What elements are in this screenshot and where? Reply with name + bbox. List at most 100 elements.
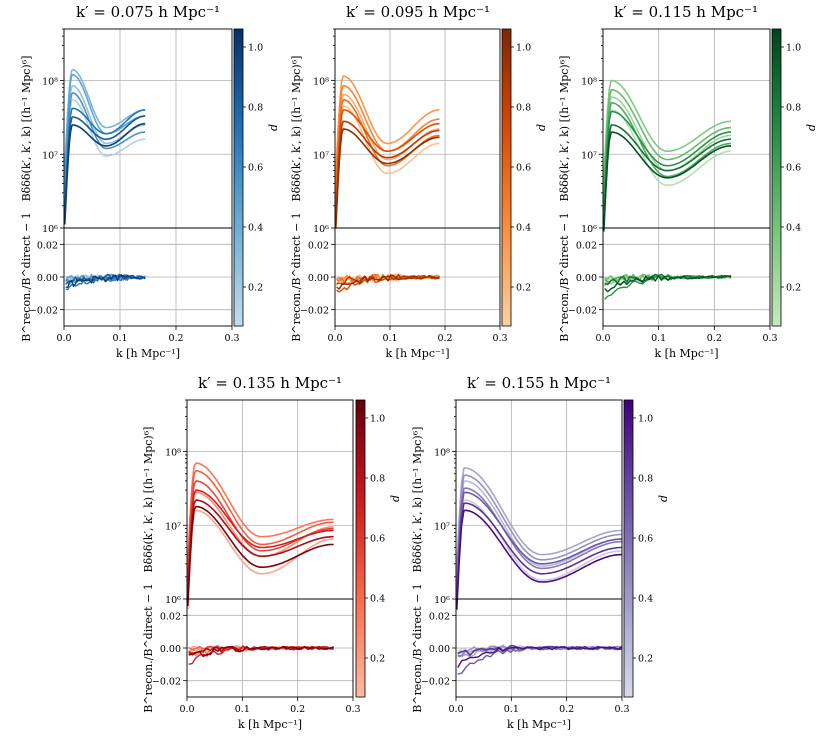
bispectrum-curve <box>603 109 732 210</box>
x-tick-label: 0.3 <box>345 704 360 715</box>
bispectrum-curve <box>64 122 146 225</box>
bispectrum-curve <box>187 499 334 600</box>
bispectrum-curve <box>603 79 732 181</box>
y-axis-label-bottom: B^recon./B^direct − 1 <box>290 212 303 342</box>
x-axis-label: k [h Mpc⁻¹] <box>238 718 302 731</box>
y-tick-label: 0.02 <box>308 240 329 251</box>
y-tick-label: 10⁸ <box>581 77 597 88</box>
colorbar-tick-label: 0.8 <box>516 103 531 114</box>
colorbar-tick-label: 0.6 <box>638 534 653 545</box>
bispectrum-curve <box>603 131 731 232</box>
y-tick-label: 10⁷ <box>581 150 597 161</box>
x-tick-label: 0.0 <box>595 333 610 344</box>
bispectrum-curve <box>456 467 622 568</box>
y-tick-label: 0.00 <box>37 273 58 284</box>
x-tick-label: 0.2 <box>290 704 305 715</box>
y-axis-label-bottom: B^recon./B^direct − 1 <box>20 212 33 342</box>
y-axis-label-top: Bδδδ(k′, k′, k) [(h⁻¹ Mpc)⁶] <box>20 56 33 202</box>
bispectrum-curve <box>603 89 732 190</box>
y-tick-label: 10⁷ <box>313 150 329 161</box>
bispectrum-curve <box>456 499 623 600</box>
y-axis-label-top: Bδδδ(k′, k′, k) [(h⁻¹ Mpc)⁶] <box>290 56 303 202</box>
y-tick-label: 0.02 <box>576 240 597 251</box>
bispectrum-curve <box>456 487 623 588</box>
residual-curve <box>336 274 440 285</box>
bispectrum-curve <box>64 73 146 175</box>
colorbar-tick-label: 0.4 <box>638 594 653 605</box>
bispectrum-curve <box>603 102 732 203</box>
panel-2: k′ = 0.095 h Mpc⁻¹ 0.0 0.1 0.2 0.3 k [h Mpc⁻¹… <box>290 3 548 360</box>
bispectrum-curve <box>64 69 146 170</box>
top-axes-frame <box>602 28 771 229</box>
colorbar-tick-label: 0.6 <box>248 163 263 174</box>
colorbar-tick-label: 0.8 <box>370 474 385 485</box>
colorbar-tick-label: 0.8 <box>638 474 653 485</box>
bispectrum-curve <box>335 120 440 221</box>
colorbar-label: d <box>267 124 280 131</box>
y-tick-label: 0.02 <box>37 240 58 251</box>
colorbar-tick-label: 0.6 <box>786 163 801 174</box>
bispectrum-curve <box>456 509 623 610</box>
colorbar-tick-label: 1.0 <box>248 43 263 54</box>
x-tick-label: 0.0 <box>448 704 463 715</box>
y-tick-label: 0.00 <box>429 644 450 655</box>
bispectrum-curve <box>335 105 440 206</box>
colorbar-label: d <box>389 495 402 502</box>
y-tick-label: −0.02 <box>300 306 329 317</box>
bispectrum-curve <box>456 491 622 592</box>
y-tick-label: 10⁸ <box>165 448 181 459</box>
residual-curve <box>65 274 146 288</box>
colorbar-label: d <box>805 124 818 131</box>
colorbar-tick-label: 0.4 <box>370 594 385 605</box>
y-tick-label: −0.02 <box>152 677 181 688</box>
x-tick-label: 0.2 <box>559 704 574 715</box>
bispectrum-curve <box>187 509 334 610</box>
x-tick-label: 0.1 <box>651 333 666 344</box>
bispectrum-curve <box>335 75 440 176</box>
y-tick-label: 10⁶ <box>313 224 329 235</box>
bispectrum-curve <box>603 124 732 225</box>
colorbar-label: d <box>657 495 670 502</box>
x-tick-label: 0.1 <box>235 704 250 715</box>
y-tick-label: 10⁶ <box>42 224 58 235</box>
colorbar-tick-label: 1.0 <box>786 43 801 54</box>
y-tick-label: 10⁶ <box>581 224 597 235</box>
panel-4: k′ = 0.135 h Mpc⁻¹ 0.0 0.1 0.2 0.3 k [h Mpc⁻¹… <box>142 374 402 731</box>
x-tick-label: 0.1 <box>112 333 127 344</box>
bispectrum-curve <box>456 474 622 575</box>
colorbar-tick-label: 0.8 <box>248 103 263 114</box>
colorbar <box>233 28 244 327</box>
colorbar <box>501 28 512 327</box>
colorbar-tick-label: 0.2 <box>516 283 531 294</box>
bispectrum-curve <box>456 502 622 603</box>
panel-3: k′ = 0.115 h Mpc⁻¹ 0.0 0.1 0.2 0.3 k [h Mpc⁻¹… <box>558 3 818 360</box>
colorbar-tick-label: 0.2 <box>638 654 653 665</box>
y-tick-label: 0.00 <box>576 273 597 284</box>
panel-1: k′ = 0.075 h Mpc⁻¹ 0.0 0.1 0.2 0.3 k [h Mpc⁻¹… <box>20 3 280 360</box>
residual-curve <box>336 274 440 290</box>
bispectrum-curve <box>603 96 732 197</box>
y-tick-label: 10⁷ <box>165 521 181 532</box>
x-axis-label: k [h Mpc⁻¹] <box>116 347 180 360</box>
colorbar-label: d <box>535 124 548 131</box>
y-tick-label: −0.02 <box>29 306 58 317</box>
y-tick-label: 10⁸ <box>434 448 450 459</box>
y-axis-label-top: Bδδδ(k′, k′, k) [(h⁻¹ Mpc)⁶] <box>142 427 155 573</box>
colorbar-tick-label: 0.2 <box>786 283 801 294</box>
bispectrum-curve <box>335 128 440 229</box>
panel-5: k′ = 0.155 h Mpc⁻¹ 0.0 0.1 0.2 0.3 k [h Mpc⁻¹… <box>411 374 670 731</box>
x-tick-label: 0.0 <box>56 333 71 344</box>
colorbar <box>771 28 782 327</box>
bispectrum-curve <box>64 115 146 217</box>
bispectrum-curve <box>64 98 146 200</box>
x-tick-label: 0.2 <box>437 333 452 344</box>
bispectrum-curve <box>64 92 146 193</box>
x-tick-label: 0.1 <box>504 704 519 715</box>
x-tick-label: 0.2 <box>168 333 183 344</box>
x-tick-label: 0.3 <box>224 333 239 344</box>
y-axis-label-bottom: B^recon./B^direct − 1 <box>142 583 155 713</box>
colorbar-tick-label: 0.4 <box>516 223 531 234</box>
panel-title: k′ = 0.115 h Mpc⁻¹ <box>614 3 758 21</box>
x-axis-label: k [h Mpc⁻¹] <box>654 347 718 360</box>
x-tick-label: 0.0 <box>179 704 194 715</box>
